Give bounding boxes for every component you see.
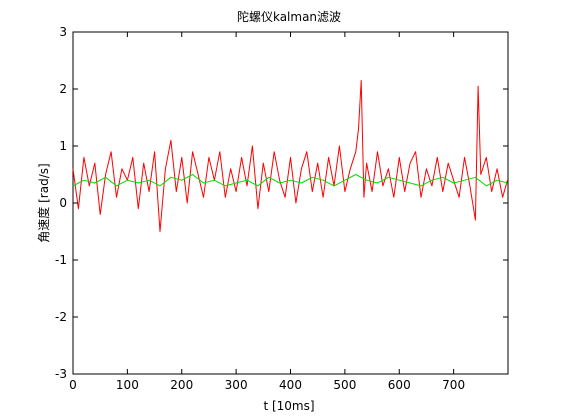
chart-title: 陀螺仪kalman滤波 <box>237 9 341 24</box>
x-tick-label: 400 <box>279 378 302 392</box>
y-tick-label: -2 <box>55 310 67 324</box>
y-tick-label: 0 <box>59 196 67 210</box>
y-tick-label: -3 <box>55 367 67 381</box>
y-tick-label: -1 <box>55 253 67 267</box>
y-axis: -3 -2 -1 0 1 2 3 <box>55 25 508 381</box>
x-tick-label: 300 <box>225 378 248 392</box>
y-tick-label: 2 <box>59 82 67 96</box>
y-tick-label: 1 <box>59 139 67 153</box>
plot-area <box>72 31 509 375</box>
y-tick-label: 3 <box>59 25 67 39</box>
series-line-0 <box>72 80 508 232</box>
x-tick-label: 200 <box>170 378 193 392</box>
x-tick-label: 700 <box>442 378 465 392</box>
x-tick-label: 600 <box>388 378 411 392</box>
y-axis-label: 角速度 [rad/s] <box>36 163 51 242</box>
x-axis-label: t [10ms] <box>263 399 314 413</box>
x-tick-label: 0 <box>69 378 77 392</box>
series-line-1 <box>72 174 508 187</box>
series-layer <box>72 80 508 232</box>
x-tick-label: 100 <box>116 378 139 392</box>
x-tick-label: 500 <box>333 378 356 392</box>
x-axis: 0 100 200 300 400 500 600 700 <box>69 32 465 392</box>
